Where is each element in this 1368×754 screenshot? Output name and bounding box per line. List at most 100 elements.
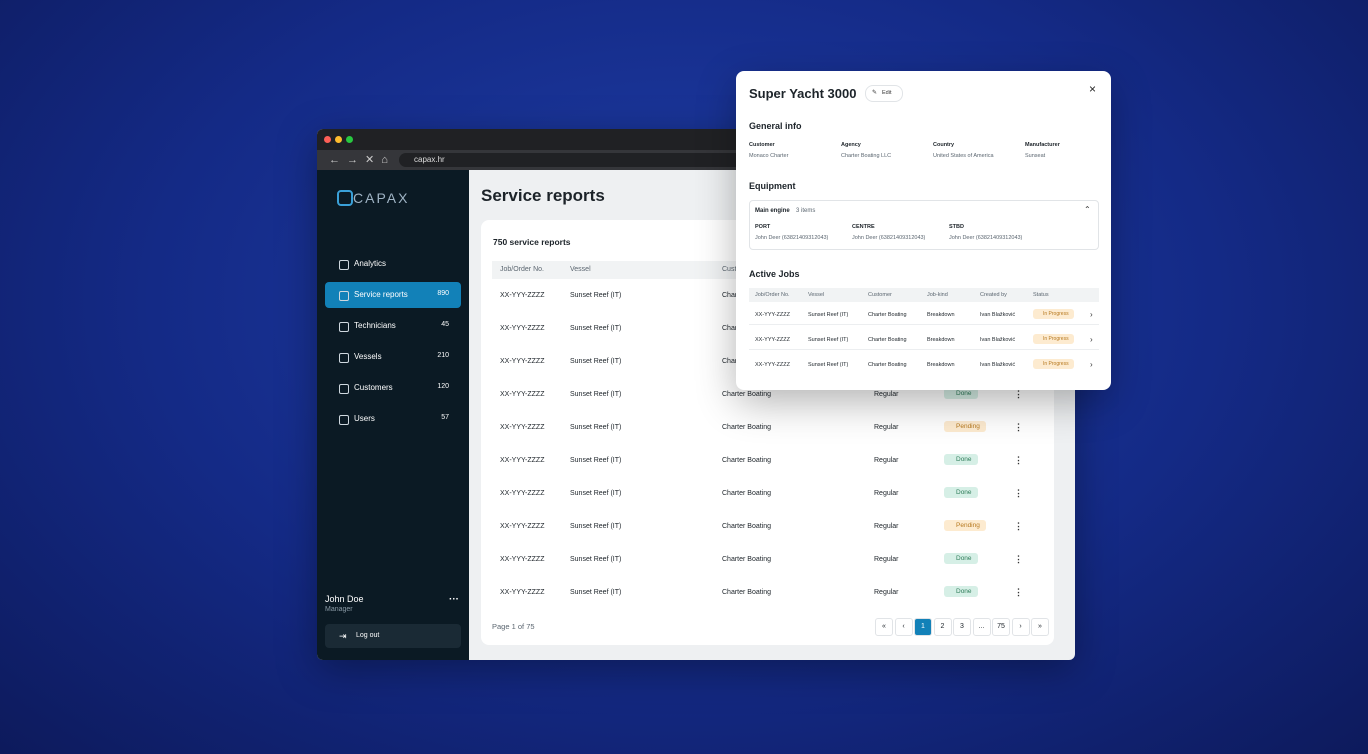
jobs-header bbox=[749, 288, 1099, 302]
row-menu[interactable]: ⋮ bbox=[1014, 521, 1023, 531]
section-heading: Active Jobs bbox=[749, 269, 800, 279]
section-heading: General info bbox=[749, 121, 802, 131]
row-arrow[interactable]: › bbox=[1090, 310, 1093, 319]
field-label: Customer bbox=[749, 142, 775, 148]
sidebar: CAPAX Analytics Service reports 890 Technici… bbox=[317, 170, 469, 660]
cell: XX-YYY-ZZZZ bbox=[500, 523, 545, 530]
logout-label: Log out bbox=[356, 632, 380, 639]
equipment-box bbox=[749, 200, 1099, 250]
nav-count: 57 bbox=[441, 414, 449, 421]
logout-button[interactable] bbox=[325, 624, 461, 648]
item-label: PORT bbox=[755, 224, 771, 230]
nav-icon bbox=[339, 322, 349, 332]
page-label: Page 1 of 75 bbox=[492, 622, 535, 631]
cell: Regular bbox=[874, 556, 899, 563]
status-badge: Pending bbox=[944, 520, 986, 531]
cell: Sunset Reef (IT) bbox=[808, 362, 849, 368]
cell: Sunset Reef (IT) bbox=[808, 312, 849, 318]
nav-label[interactable]: Users bbox=[354, 414, 375, 423]
field-value: Sunseat bbox=[1025, 153, 1046, 159]
page-button[interactable]: › bbox=[1011, 618, 1030, 636]
nav-active bbox=[325, 282, 461, 308]
min-dot[interactable] bbox=[335, 136, 342, 143]
row-arrow[interactable]: › bbox=[1090, 360, 1093, 369]
row-menu[interactable]: ⋮ bbox=[1014, 587, 1023, 597]
page-button[interactable]: » bbox=[1031, 618, 1049, 636]
cell: Charter Boating bbox=[722, 490, 772, 497]
row-menu[interactable]: ⋮ bbox=[1014, 554, 1023, 564]
nav-icon bbox=[339, 415, 349, 425]
close-dot[interactable] bbox=[324, 136, 331, 143]
cell: Sunset Reef (IT) bbox=[570, 424, 622, 431]
nav-count: 210 bbox=[437, 352, 449, 359]
page-button[interactable]: ... bbox=[972, 618, 991, 636]
status-badge: Pending bbox=[944, 421, 986, 432]
cell: Charter Boating bbox=[722, 391, 772, 398]
row-menu[interactable]: ⋮ bbox=[1014, 488, 1023, 498]
cell: Charter Boating bbox=[722, 523, 772, 530]
page-button[interactable]: 1 bbox=[914, 618, 932, 636]
row-menu[interactable]: ⋮ bbox=[1014, 455, 1023, 465]
collapse-icon[interactable]: ⌃ bbox=[1084, 205, 1091, 214]
cell: XX-YYY-ZZZZ bbox=[500, 292, 545, 299]
url: capax.hr bbox=[414, 155, 445, 164]
close-button[interactable]: × bbox=[1089, 82, 1097, 96]
nav-label[interactable]: Service reports bbox=[354, 290, 408, 299]
max-dot[interactable] bbox=[346, 136, 353, 143]
cell: XX-YYY-ZZZZ bbox=[500, 457, 545, 464]
nav-label[interactable]: Analytics bbox=[354, 259, 387, 268]
status-badge: Done bbox=[944, 586, 978, 597]
row-arrow[interactable]: › bbox=[1090, 335, 1093, 344]
nav-label[interactable]: Customers bbox=[354, 383, 393, 392]
field-value: Charter Boating LLC bbox=[841, 153, 892, 159]
cell: XX-YYY-ZZZZ bbox=[500, 391, 545, 398]
cell: Charter Boating bbox=[722, 424, 772, 431]
user-role: Manager bbox=[325, 606, 353, 613]
column-header: Job/Order No. bbox=[500, 266, 544, 273]
cell: Charter Boating bbox=[722, 589, 772, 596]
cell: XX-YYY-ZZZZ bbox=[500, 325, 545, 332]
column-header: Job-kind bbox=[927, 292, 948, 298]
column-header: Customer bbox=[868, 292, 892, 298]
nav-buttons[interactable]: ←→✕⌂ bbox=[329, 154, 395, 166]
cell: XX-YYY-ZZZZ bbox=[755, 312, 790, 318]
cell: XX-YYY-ZZZZ bbox=[500, 358, 545, 365]
nav-icon bbox=[339, 384, 349, 394]
page-button[interactable]: 2 bbox=[933, 618, 952, 636]
user-menu[interactable]: ··· bbox=[449, 594, 459, 605]
count-label: 750 service reports bbox=[493, 237, 571, 247]
cell: Sunset Reef (IT) bbox=[570, 358, 622, 365]
status-badge: Done bbox=[944, 487, 978, 498]
status-badge: Done bbox=[944, 454, 978, 465]
column-header: Job/Order No. bbox=[755, 292, 790, 298]
nav-label[interactable]: Vessels bbox=[354, 352, 382, 361]
status-badge: In Progress bbox=[1033, 334, 1074, 344]
cell: Ivan Blažković bbox=[980, 312, 1016, 318]
cell: Charter Boating bbox=[722, 556, 772, 563]
cell: Charter Boating bbox=[868, 312, 907, 318]
cell: Ivan Blažković bbox=[980, 362, 1016, 368]
page-button[interactable]: 75 bbox=[992, 618, 1010, 636]
item-value: John Deer (63821409312043) bbox=[755, 235, 829, 241]
row-divider bbox=[749, 349, 1099, 350]
cell: Sunset Reef (IT) bbox=[570, 457, 622, 464]
column-header: Vessel bbox=[570, 266, 591, 273]
page-button[interactable]: « bbox=[875, 618, 893, 636]
cell: XX-YYY-ZZZZ bbox=[755, 362, 790, 368]
nav-label[interactable]: Technicians bbox=[354, 321, 396, 330]
row-menu[interactable]: ⋮ bbox=[1014, 389, 1023, 399]
cell: Regular bbox=[874, 391, 899, 398]
status-badge: In Progress bbox=[1033, 359, 1074, 369]
edit-button[interactable] bbox=[865, 85, 903, 102]
field-label: Country bbox=[933, 142, 955, 148]
item-label: CENTRE bbox=[852, 224, 875, 230]
cell: XX-YYY-ZZZZ bbox=[500, 424, 545, 431]
page-button[interactable]: ‹ bbox=[894, 618, 913, 636]
page-button[interactable]: 3 bbox=[953, 618, 971, 636]
nav-count: 45 bbox=[441, 321, 449, 328]
item-value: John Deer (63821409312043) bbox=[949, 235, 1023, 241]
nav-icon bbox=[339, 260, 349, 270]
item-label: STBD bbox=[949, 224, 964, 230]
row-menu[interactable]: ⋮ bbox=[1014, 422, 1023, 432]
